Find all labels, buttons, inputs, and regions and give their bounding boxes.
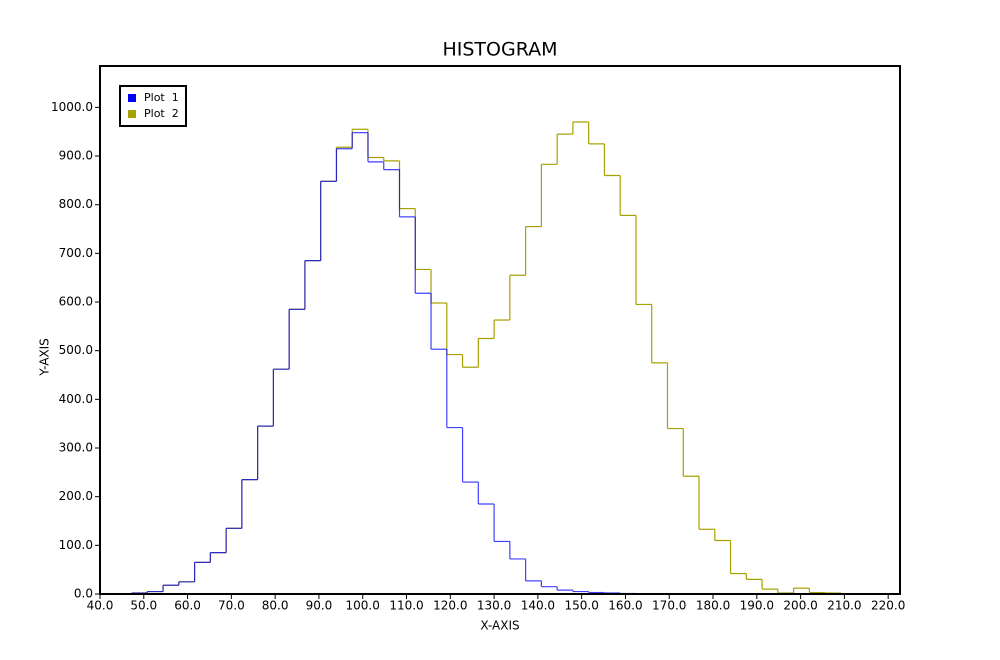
x-tick-label: 200.0 (783, 599, 817, 613)
x-tick-label: 220.0 (871, 599, 905, 613)
plot-frame (99, 65, 901, 595)
legend-label: Plot 2 (144, 107, 179, 120)
y-tick-label: 100.0 (59, 538, 93, 552)
x-tick-label: 100.0 (346, 599, 380, 613)
y-tick-label: 200.0 (59, 489, 93, 503)
x-tick-label: 90.0 (306, 599, 333, 613)
x-tick-label: 70.0 (218, 599, 245, 613)
y-tick-label: 300.0 (59, 441, 93, 455)
x-tick-label: 120.0 (433, 599, 467, 613)
x-tick-label: 210.0 (827, 599, 861, 613)
y-tick-label: 600.0 (59, 295, 93, 309)
y-tick-label: 1000.0 (51, 100, 93, 114)
y-tick-label: 700.0 (59, 246, 93, 260)
y-tick-label: 900.0 (59, 149, 93, 163)
x-tick-label: 50.0 (130, 599, 157, 613)
legend-label: Plot 1 (144, 91, 179, 104)
x-tick-label: 190.0 (740, 599, 774, 613)
x-tick-label: 180.0 (696, 599, 730, 613)
x-tick-label: 110.0 (389, 599, 423, 613)
x-tick-label: 130.0 (477, 599, 511, 613)
x-tick-label: 40.0 (87, 599, 114, 613)
x-tick-label: 160.0 (608, 599, 642, 613)
y-tick-label: 400.0 (59, 392, 93, 406)
y-axis-label: Y-AXIS (38, 338, 52, 377)
legend-swatch (128, 110, 136, 118)
x-tick-label: 140.0 (521, 599, 555, 613)
legend-box (119, 85, 187, 127)
x-tick-label: 150.0 (564, 599, 598, 613)
y-tick-label: 800.0 (59, 197, 93, 211)
legend-swatch (128, 94, 136, 102)
y-tick-label: 500.0 (59, 343, 93, 357)
x-axis-label: X-AXIS (480, 619, 519, 633)
x-tick-label: 60.0 (174, 599, 201, 613)
series (100, 132, 889, 595)
y-tick-label: 0.0 (74, 587, 93, 601)
x-tick-label: 170.0 (652, 599, 686, 613)
chart-title: HISTOGRAM (442, 39, 557, 61)
x-tick-label: 80.0 (262, 599, 289, 613)
